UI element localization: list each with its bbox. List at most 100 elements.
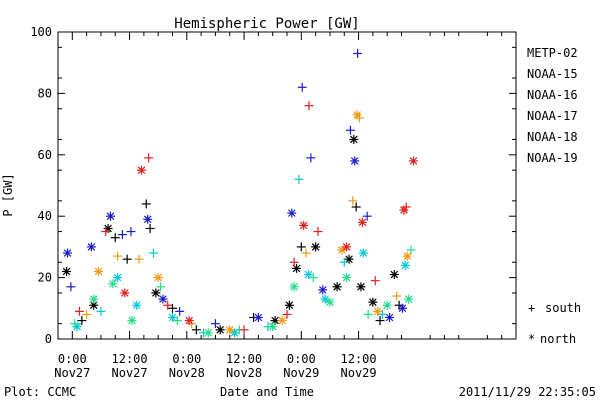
data-point-metp-02-north xyxy=(62,266,72,276)
data-point-metp-02-south xyxy=(145,223,155,233)
plot-credit: Plot: CCMC xyxy=(4,385,76,399)
data-point-metp-02-south xyxy=(168,303,177,313)
data-point-noaa-17-south xyxy=(70,319,80,329)
x-tick-time-label: 12:00 xyxy=(112,352,148,366)
data-point-noaa-16-north xyxy=(400,260,410,270)
data-point-noaa-19-north xyxy=(136,165,146,175)
x-axis: 0:00Nov2712:00Nov270:00Nov2812:00Nov280:… xyxy=(54,32,503,380)
data-point-noaa-18-south xyxy=(82,309,92,319)
data-point-noaa-17-south xyxy=(172,316,182,326)
data-point-noaa-16-south xyxy=(339,257,349,267)
south-marker-label: south xyxy=(545,301,581,315)
north-marker-symbol: * xyxy=(528,332,535,346)
data-point-noaa-19-north xyxy=(408,156,418,166)
data-point-noaa-15-north xyxy=(253,313,263,323)
data-point-noaa-15-north xyxy=(318,285,328,295)
data-point-metp-02-north xyxy=(151,288,161,298)
data-point-noaa-18-south xyxy=(113,251,123,261)
data-point-noaa-18-north xyxy=(402,251,412,261)
data-point-metp-02-north xyxy=(292,263,302,273)
data-point-metp-02-south xyxy=(351,202,361,212)
data-point-noaa-18-north xyxy=(337,245,347,255)
data-point-metp-02-north xyxy=(344,254,354,264)
data-point-noaa-19-south xyxy=(401,202,411,212)
data-point-noaa-16-north xyxy=(132,300,142,310)
plot-timestamp: 2011/11/29 22:35:05 xyxy=(459,385,596,399)
legend-entry-noaa-18: NOAA-18 xyxy=(527,130,578,144)
data-point-noaa-17-north xyxy=(203,328,213,338)
north-marker-label: north xyxy=(540,332,576,346)
data-point-noaa-18-south xyxy=(348,196,358,206)
y-axis-label: P [GW] xyxy=(1,173,15,216)
y-tick-label: 60 xyxy=(38,148,52,162)
data-point-noaa-18-north xyxy=(153,273,163,283)
data-point-noaa-19-north xyxy=(184,316,194,326)
data-point-noaa-19-south xyxy=(304,101,314,111)
legend: METP-02 NOAA-15 NOAA-16 NOAA-17 NOAA-18 NOAA-… xyxy=(527,46,578,165)
data-point-noaa-17-north xyxy=(89,294,99,304)
data-point-noaa-18-south xyxy=(134,254,144,264)
data-point-metp-02-north xyxy=(356,282,366,292)
data-point-noaa-18-south xyxy=(355,113,365,123)
x-tick-time-label: 0:00 xyxy=(172,352,201,366)
data-point-metp-02-north xyxy=(368,297,378,307)
data-point-metp-02-north xyxy=(332,282,342,292)
data-point-metp-02-south xyxy=(77,316,87,326)
data-point-noaa-15-south xyxy=(210,319,220,329)
data-point-noaa-15-north xyxy=(397,303,407,313)
legend-entry-metp-02: METP-02 xyxy=(527,46,578,60)
data-point-noaa-17-north xyxy=(289,282,299,292)
data-point-metp-02-north xyxy=(349,134,359,144)
south-marker-symbol: + xyxy=(528,301,535,315)
data-point-noaa-16-south xyxy=(96,306,106,316)
data-point-noaa-16-south xyxy=(294,174,304,184)
data-point-noaa-17-north xyxy=(325,297,335,307)
x-tick-date-label: Nov28 xyxy=(226,366,262,380)
data-point-noaa-15-north xyxy=(158,294,168,304)
data-point-noaa-19-north xyxy=(120,288,130,298)
data-point-metp-02-south xyxy=(122,254,132,264)
data-point-noaa-15-south xyxy=(306,153,316,163)
data-point-metp-02-south xyxy=(141,199,151,209)
data-point-noaa-15-south xyxy=(362,211,372,221)
data-point-noaa-19-south xyxy=(144,153,154,163)
data-point-noaa-19-north xyxy=(299,220,309,230)
data-point-metp-02-north xyxy=(311,242,321,252)
data-point-metp-02-north xyxy=(284,300,294,310)
data-point-noaa-16-north xyxy=(358,248,368,258)
legend-entry-noaa-16: NOAA-16 xyxy=(527,88,578,102)
data-point-noaa-15-north xyxy=(105,211,115,221)
x-tick-date-label: Nov29 xyxy=(283,366,319,380)
data-point-noaa-15-south xyxy=(345,125,355,135)
data-point-noaa-19-south xyxy=(289,257,299,267)
data-point-noaa-16-south xyxy=(148,248,158,258)
data-point-noaa-15-south xyxy=(66,282,76,292)
data-point-noaa-17-north xyxy=(127,316,137,326)
data-point-noaa-16-south xyxy=(377,309,387,319)
legend-entry-noaa-19: NOAA-19 xyxy=(527,151,578,165)
data-point-noaa-16-north xyxy=(113,273,123,283)
x-tick-time-label: 0:00 xyxy=(287,352,316,366)
data-point-noaa-15-north xyxy=(385,313,395,323)
y-tick-label: 80 xyxy=(38,86,52,100)
data-point-noaa-15-north xyxy=(86,242,96,252)
data-point-noaa-18-south xyxy=(301,248,311,258)
data-point-noaa-17-south xyxy=(363,309,373,319)
data-point-metp-02-north xyxy=(215,325,225,335)
data-point-noaa-19-south xyxy=(239,325,249,335)
data-point-metp-02-south xyxy=(375,316,385,326)
data-point-noaa-16-north xyxy=(230,328,240,338)
data-point-noaa-15-south xyxy=(353,48,363,58)
x-tick-date-label: Nov29 xyxy=(341,366,377,380)
data-point-noaa-15-south xyxy=(297,82,307,92)
y-tick-label: 20 xyxy=(38,271,52,285)
data-point-noaa-15-south xyxy=(126,227,136,237)
data-point-noaa-17-south xyxy=(406,245,416,255)
x-tick-date-label: Nov28 xyxy=(169,366,205,380)
x-tick-time-label: 12:00 xyxy=(226,352,262,366)
legend-entry-noaa-17: NOAA-17 xyxy=(527,109,578,123)
data-point-noaa-19-north xyxy=(357,217,367,227)
data-point-noaa-17-north xyxy=(382,300,392,310)
data-point-noaa-19-south xyxy=(313,227,323,237)
data-point-noaa-17-south xyxy=(156,282,166,292)
